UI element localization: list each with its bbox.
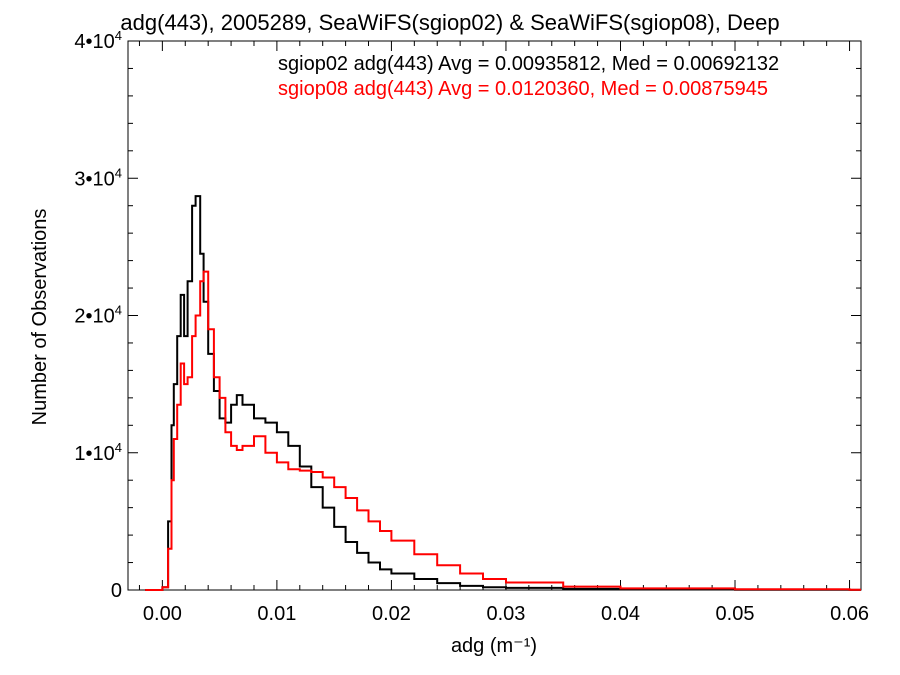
x-tick-label: 0.06 [830,603,869,625]
x-tick-label: 0.00 [143,603,182,625]
x-tick-label: 0.04 [601,603,640,625]
series-line-0 [145,195,861,591]
y-tick-label: 0 [111,580,122,602]
x-tick-label: 0.03 [486,603,525,625]
y-tick-label: 3•104 [74,165,122,190]
y-axis-label: Number of Observations [29,209,51,426]
y-tick-label: 2•104 [74,303,122,328]
y-tick-label: 4•104 [74,28,122,53]
x-axis-label: adg (m⁻¹) [451,635,537,657]
x-tick-label: 0.05 [716,603,755,625]
legend-entry-sgiop08: sgiop08 adg(443) Avg = 0.0120360, Med = … [278,78,768,100]
legend-entry-sgiop02: sgiop02 adg(443) Avg = 0.00935812, Med =… [278,53,779,75]
chart-title: adg(443), 2005289, SeaWiFS(sgiop02) & Se… [120,10,779,35]
series-layer [145,195,861,591]
x-tick-label: 0.02 [372,603,411,625]
plot-frame [127,40,862,591]
y-tick-label: 1•104 [74,440,122,465]
plot-axes: 0.00 0.01 0.02 0.03 0.04 0.05 0.06 0 1•104 2•104 3… [74,28,869,625]
series-line-1 [145,270,861,591]
x-tick-label: 0.01 [257,603,296,625]
